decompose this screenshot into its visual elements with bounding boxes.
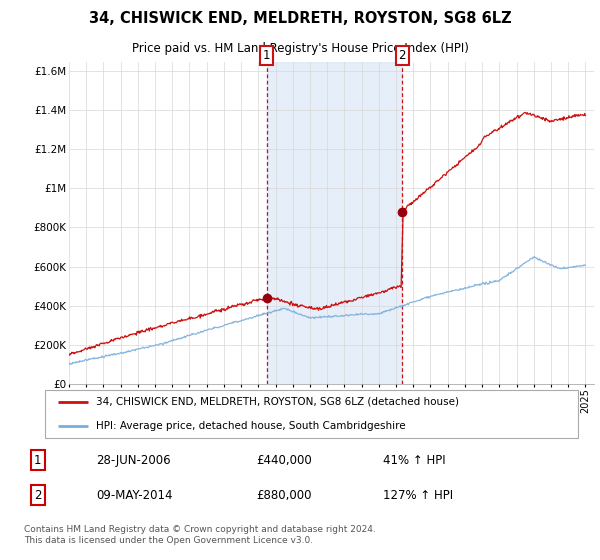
Text: 41% ↑ HPI: 41% ↑ HPI xyxy=(383,454,445,467)
Text: 34, CHISWICK END, MELDRETH, ROYSTON, SG8 6LZ (detached house): 34, CHISWICK END, MELDRETH, ROYSTON, SG8… xyxy=(96,397,459,407)
Text: £880,000: £880,000 xyxy=(256,489,311,502)
Text: 1: 1 xyxy=(34,454,41,467)
Text: £440,000: £440,000 xyxy=(256,454,311,467)
Text: 09-MAY-2014: 09-MAY-2014 xyxy=(96,489,172,502)
FancyBboxPatch shape xyxy=(45,390,578,437)
Text: HPI: Average price, detached house, South Cambridgeshire: HPI: Average price, detached house, Sout… xyxy=(96,421,406,431)
Bar xyxy=(267,62,402,384)
Text: 2: 2 xyxy=(34,489,41,502)
Text: Price paid vs. HM Land Registry's House Price Index (HPI): Price paid vs. HM Land Registry's House … xyxy=(131,43,469,55)
Text: 28-JUN-2006: 28-JUN-2006 xyxy=(96,454,170,467)
Text: Contains HM Land Registry data © Crown copyright and database right 2024.
This d: Contains HM Land Registry data © Crown c… xyxy=(24,525,376,545)
Text: 1: 1 xyxy=(263,49,271,62)
Text: 34, CHISWICK END, MELDRETH, ROYSTON, SG8 6LZ: 34, CHISWICK END, MELDRETH, ROYSTON, SG8… xyxy=(89,11,511,26)
Text: 127% ↑ HPI: 127% ↑ HPI xyxy=(383,489,453,502)
Text: 2: 2 xyxy=(398,49,406,62)
